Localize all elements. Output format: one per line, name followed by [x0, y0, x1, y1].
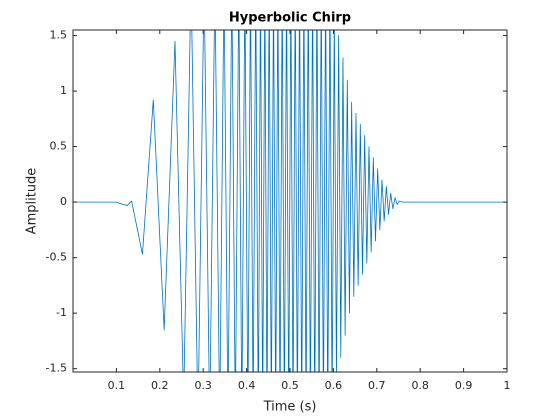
- y-tick-label: 1.5: [50, 29, 68, 42]
- y-tick-label: -1.5: [46, 362, 67, 375]
- y-tick-label: 0: [60, 195, 67, 208]
- plot-marks: [73, 30, 507, 372]
- x-tick-label: 0.9: [455, 379, 473, 392]
- x-tick-label: 0.7: [368, 379, 386, 392]
- x-tick-label: 0.5: [281, 379, 299, 392]
- y-tick-label: -0.5: [46, 251, 67, 264]
- x-tick-label: 0.4: [238, 379, 256, 392]
- x-tick-label: 1: [504, 379, 511, 392]
- x-tick-label: 0.6: [325, 379, 343, 392]
- y-axis-label: Amplitude: [25, 168, 40, 235]
- y-tick-label: 1: [60, 84, 67, 97]
- y-tick-label: -1: [56, 306, 67, 319]
- y-tick-label: 0.5: [50, 140, 68, 153]
- x-tick-label: 0.8: [411, 379, 429, 392]
- signal-line: [73, 30, 507, 372]
- chart-title: Hyperbolic Chirp: [229, 11, 351, 26]
- x-axis-label: Time (s): [263, 400, 317, 415]
- x-tick-label: 0.2: [151, 379, 169, 392]
- x-tick-label: 0.3: [194, 379, 212, 392]
- x-tick-label: 0.1: [108, 379, 126, 392]
